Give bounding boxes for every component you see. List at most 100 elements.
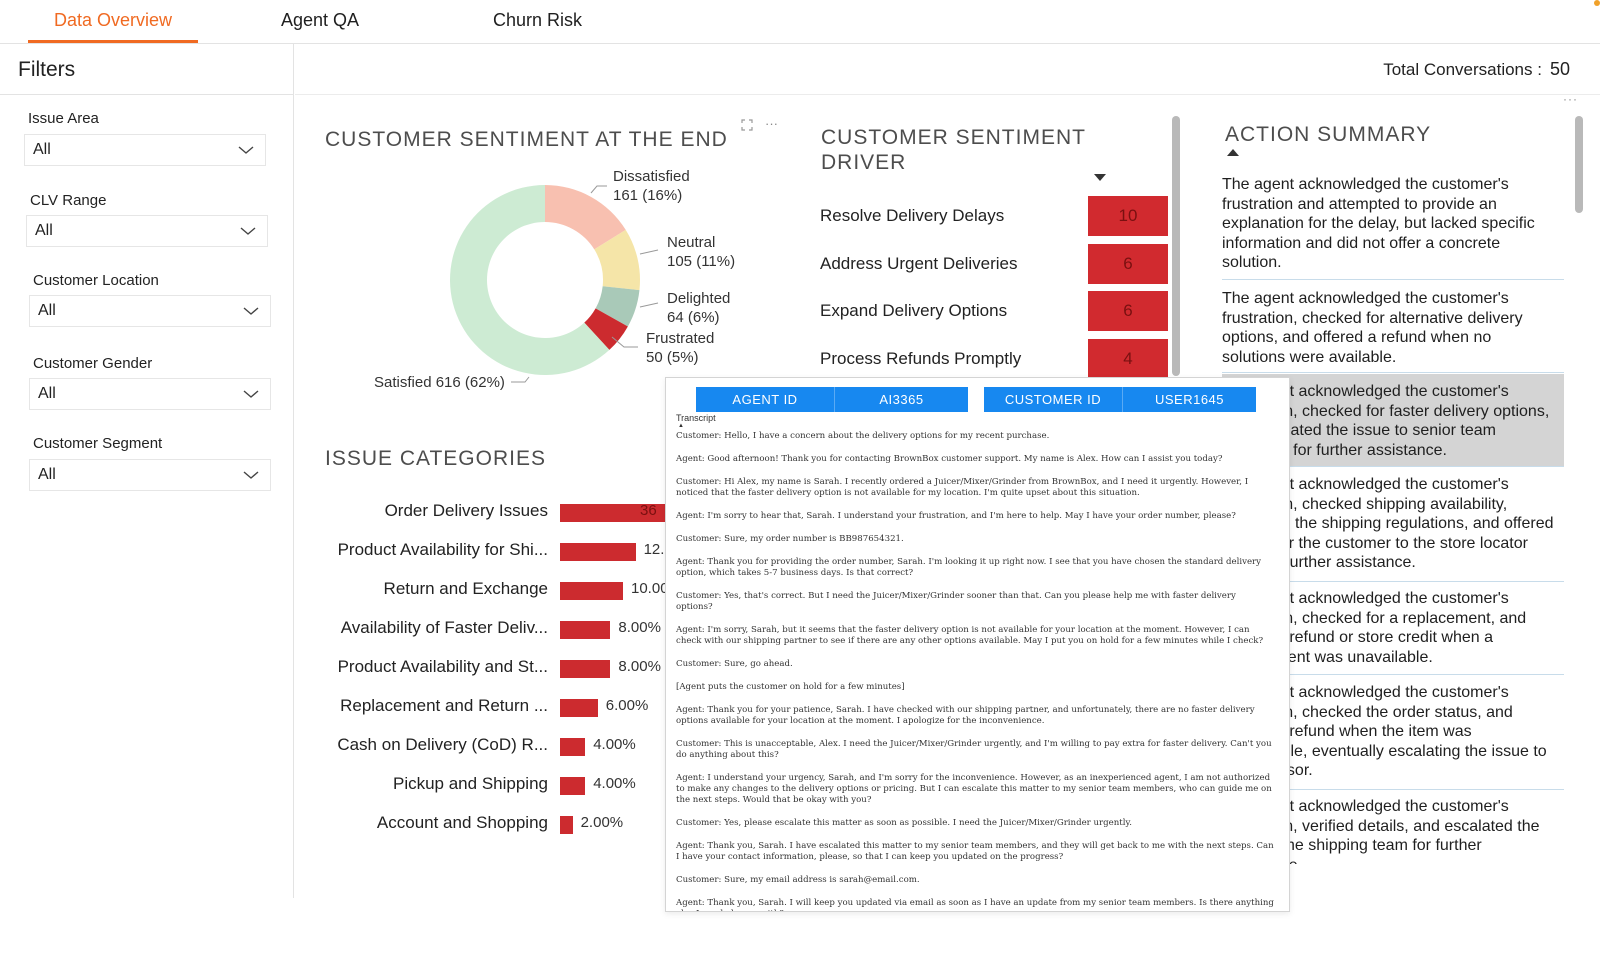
issue-value-label: 8.00% <box>618 658 661 675</box>
select-value: All <box>38 385 56 402</box>
summary-item[interactable]: The agent acknowledged the customer's fr… <box>1222 683 1564 790</box>
donut-slice-satisfied[interactable] <box>450 185 610 375</box>
label-value: 50 (5%) <box>646 349 699 366</box>
select-value: All <box>38 302 56 319</box>
issue-bar[interactable] <box>560 621 611 639</box>
main-header: Total Conversations : 50 <box>295 44 1600 95</box>
customer-segment-select[interactable]: All <box>29 459 271 491</box>
more-icon[interactable]: ··· <box>1563 92 1578 106</box>
filters-sidebar: Filters Issue Area All CLV Range All Cus… <box>0 44 294 898</box>
title-line: DRIVER <box>821 151 907 174</box>
issue-row[interactable]: Cash on Delivery (CoD) R... 4.00% <box>330 735 670 757</box>
summary-item[interactable]: The agent acknowledged the customer's fr… <box>1222 289 1564 373</box>
chevron-down-icon <box>240 227 256 235</box>
agent-id-label: AGENT ID <box>696 387 834 412</box>
driver-count: 4 <box>1088 339 1168 379</box>
issue-bar[interactable] <box>560 777 586 795</box>
label-name: Delighted <box>667 290 731 307</box>
summary-item[interactable]: The agent acknowledged the customer's fr… <box>1222 175 1564 280</box>
issue-bar[interactable] <box>560 582 623 600</box>
customer-id-label: CUSTOMER ID <box>984 387 1122 412</box>
driver-row[interactable]: Address Urgent Deliveries 6 <box>820 244 1170 284</box>
top-tab-bar: Data Overview Agent QA Churn Risk <box>0 0 1600 44</box>
driver-row[interactable]: Expand Delivery Options 6 <box>820 291 1170 331</box>
label-value: 105 (11%) <box>667 253 736 270</box>
sentiment-card-title: CUSTOMER SENTIMENT AT THE END <box>325 128 728 151</box>
driver-row[interactable]: Resolve Delivery Delays 10 <box>820 196 1170 236</box>
issue-label: Return and Exchange <box>383 579 548 598</box>
driver-scrollbar[interactable] <box>1172 116 1180 376</box>
select-value: All <box>33 141 51 158</box>
tab-churn-risk[interactable]: Churn Risk <box>493 10 583 30</box>
issue-bar[interactable] <box>560 816 573 834</box>
issue-area-select[interactable]: All <box>24 134 266 166</box>
issue-value-label: 8.00% <box>618 619 661 636</box>
chevron-down-icon <box>243 307 259 315</box>
more-icon[interactable]: ··· <box>765 116 778 131</box>
divider <box>0 94 294 95</box>
transcript-line: Agent: Good afternoon! Thank you for con… <box>676 454 1223 464</box>
chevron-down-icon <box>243 471 259 479</box>
filter-label-issue-area: Issue Area <box>28 110 99 127</box>
label-value: 161 (16%) <box>613 187 683 204</box>
transcript-line: Agent: Thank you, Sarah. I will keep you… <box>676 898 1274 911</box>
divider <box>834 387 835 412</box>
summary-scrollbar[interactable] <box>1575 116 1583 213</box>
donut-slice-neutral[interactable] <box>594 229 640 291</box>
filter-label-customer-location: Customer Location <box>33 272 159 289</box>
transcript-line: Customer: Hello, I have a concern about … <box>676 431 1050 441</box>
issue-row[interactable]: Return and Exchange 10.00% <box>330 579 682 601</box>
issue-row[interactable]: Account and Shopping 2.00% <box>330 813 670 835</box>
issue-label: Order Delivery Issues <box>384 501 548 520</box>
label-name: Frustrated <box>646 330 715 347</box>
tab-agent-qa[interactable]: Agent QA <box>281 10 360 30</box>
transcript-line: Customer: Yes, that's correct. But I nee… <box>676 591 1236 612</box>
transcript-label: Transcript <box>676 413 716 423</box>
donut-label-satisfied: Satisfied 616 (62%) <box>374 374 505 391</box>
agent-id-value: AI3365 <box>835 387 968 412</box>
filter-label-clv-range: CLV Range <box>30 192 107 209</box>
issue-bar[interactable] <box>560 660 611 678</box>
donut-label-dissatisfied: Dissatisfied 161 (16%) <box>613 167 690 205</box>
transcript-line: Customer: Yes, please escalate this matt… <box>676 818 1132 828</box>
issue-row[interactable]: Product Availability for Shi...12.00% <box>330 540 694 562</box>
issue-label: Cash on Delivery (CoD) R... <box>337 735 548 754</box>
issue-bar[interactable] <box>560 543 636 561</box>
donut-slice-dissatisfied[interactable] <box>545 185 626 250</box>
transcript-line: Customer: Sure, my order number is BB987… <box>676 534 904 544</box>
filter-label-customer-segment: Customer Segment <box>33 435 163 452</box>
sort-down-icon[interactable] <box>1093 173 1107 183</box>
label-value: 64 (6%) <box>667 309 720 326</box>
title-line: CUSTOMER SENTIMENT <box>821 126 1086 149</box>
issue-value-label: 6.00% <box>605 697 649 714</box>
issue-row[interactable]: Pickup and Shipping 4.00% <box>330 774 670 796</box>
tab-data-overview[interactable]: Data Overview <box>54 10 173 30</box>
issue-bar[interactable] <box>560 738 586 756</box>
expand-icon[interactable] <box>740 118 754 132</box>
issue-row[interactable]: Availability of Faster Deliv... 8.00% <box>330 618 670 640</box>
customer-location-select[interactable]: All <box>29 295 271 327</box>
issue-row[interactable]: Replacement and Return ... 6.00% <box>330 696 670 718</box>
select-value: All <box>38 466 56 483</box>
sort-up-icon[interactable] <box>1226 148 1240 157</box>
transcript-line: Agent: Thank you for providing the order… <box>676 557 1262 578</box>
issue-label: Availability of Faster Deliv... <box>340 618 548 637</box>
donut-slice-delighted[interactable] <box>595 286 640 327</box>
driver-label: Address Urgent Deliveries <box>820 254 1018 273</box>
issue-bar[interactable] <box>560 699 598 717</box>
issue-row[interactable]: Product Availability and St... 8.00% <box>330 657 670 679</box>
issue-row[interactable]: Order Delivery Issues 36 <box>330 501 787 523</box>
select-value: All <box>35 222 53 239</box>
transcript-line: Agent: I'm sorry to hear that, Sarah. I … <box>676 511 1236 521</box>
transcript-line: Agent: Thank you for your patience, Sara… <box>676 705 1255 726</box>
customer-gender-select[interactable]: All <box>29 378 271 410</box>
issue-label: Account and Shopping <box>376 813 548 832</box>
issue-label: Product Availability for Shi... <box>337 540 548 559</box>
issue-value-label: 4.00% <box>593 736 636 753</box>
driver-label: Process Refunds Promptly <box>820 349 1022 368</box>
transcript-line: Agent: I'm sorry, Sarah, but it seems th… <box>676 625 1264 646</box>
driver-row[interactable]: Process Refunds Promptly 4 <box>820 339 1170 379</box>
transcript-line: Customer: Sure, go ahead. <box>676 659 793 669</box>
clv-range-select[interactable]: All <box>26 215 268 247</box>
sentiment-donut-chart <box>450 185 640 375</box>
